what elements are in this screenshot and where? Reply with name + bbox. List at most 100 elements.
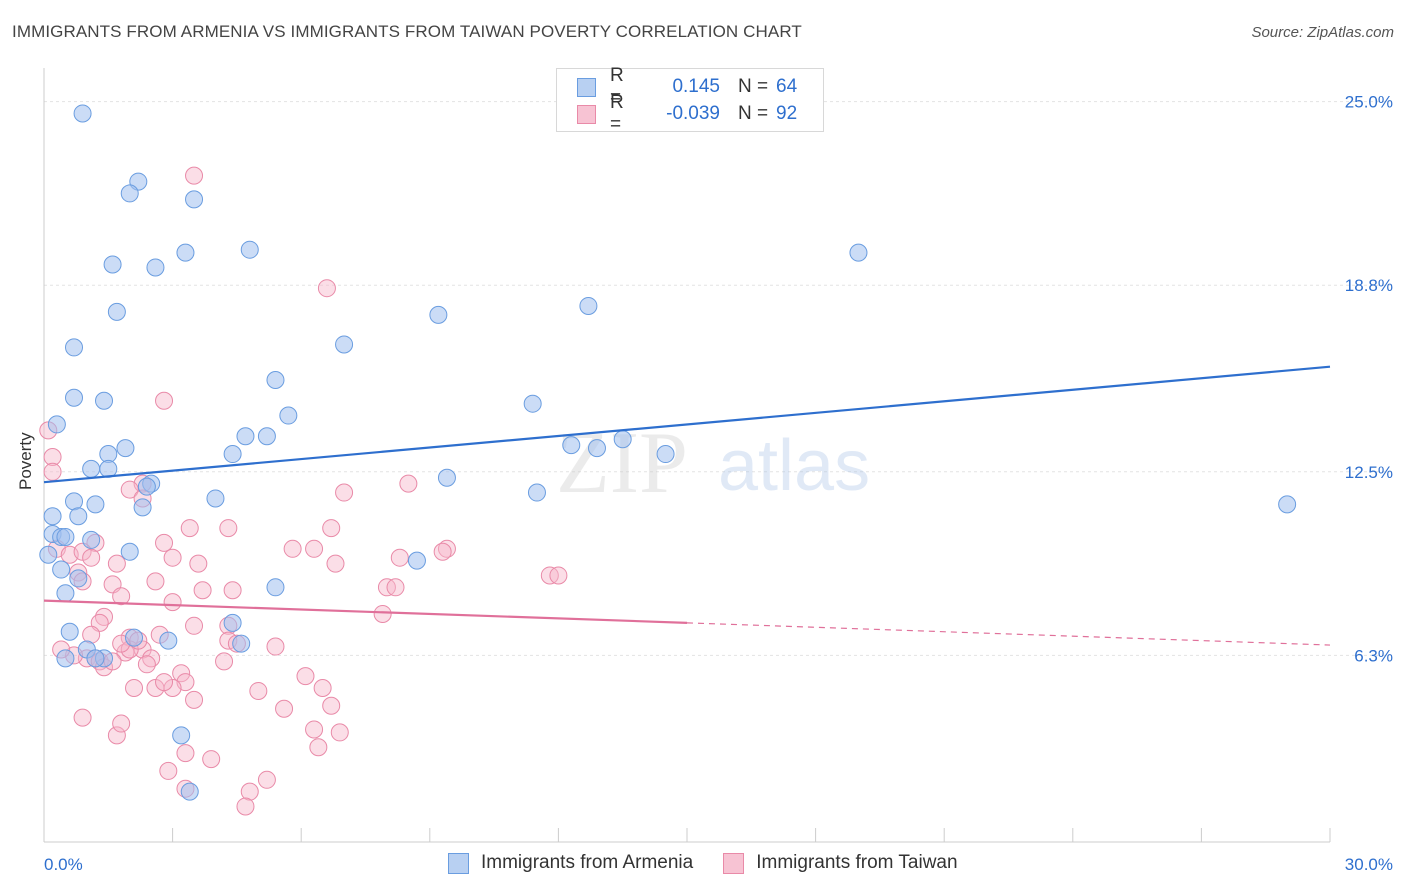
armenia-point <box>52 560 71 579</box>
armenia-point <box>527 483 546 502</box>
legend-r-value: 0.145 <box>672 76 720 97</box>
armenia-point <box>56 649 75 668</box>
armenia-point <box>159 631 178 650</box>
taiwan-point <box>313 679 332 697</box>
armenia-point <box>437 468 456 487</box>
legend-r-value: -0.039 <box>666 103 720 124</box>
armenia-point <box>65 388 84 407</box>
armenia-point <box>120 184 139 203</box>
armenia-point <box>86 649 105 668</box>
taiwan-point <box>257 770 276 789</box>
armenia-point <box>279 406 298 425</box>
source-label: Source: ZipAtlas.com <box>1251 24 1394 41</box>
armenia-point <box>172 726 191 745</box>
armenia-point <box>146 258 165 277</box>
taiwan-point <box>399 474 418 493</box>
armenia-point <box>107 302 126 321</box>
taiwan-point <box>112 714 131 733</box>
taiwan-point <box>549 566 568 585</box>
taiwan-point <box>120 480 139 499</box>
taiwan-point <box>82 625 101 644</box>
taiwan-point <box>326 554 345 573</box>
taiwan-point <box>185 690 204 709</box>
legend-n-label: N = <box>738 76 769 97</box>
taiwan-point <box>296 667 315 686</box>
armenia-point <box>125 628 144 647</box>
armenia-point <box>579 296 598 315</box>
taiwan-point <box>305 539 324 558</box>
gridlines <box>44 101 1394 656</box>
armenia-point <box>613 430 632 449</box>
taiwan-point <box>125 679 144 697</box>
armenia-point <box>562 436 581 455</box>
armenia-point <box>65 338 84 357</box>
armenia-point <box>103 255 122 274</box>
taiwan-point <box>305 720 324 739</box>
y-tick-label: 25.0% <box>1345 93 1393 112</box>
taiwan-point <box>335 483 354 502</box>
armenia-point <box>137 477 156 496</box>
taiwan-point <box>163 548 182 567</box>
armenia-point <box>266 578 285 597</box>
armenia-point <box>56 584 75 603</box>
armenia-point <box>257 427 276 446</box>
taiwan-point <box>163 593 182 612</box>
taiwan-point <box>193 581 212 600</box>
tick-labels: 6.3% 12.5% 18.8% 25.0% 0.0% 30.0% <box>44 93 1393 874</box>
armenia-point <box>335 335 354 354</box>
x-tick-label-min: 0.0% <box>44 855 83 874</box>
taiwan-point <box>176 744 195 763</box>
taiwan-point <box>155 673 174 692</box>
series-legend: Immigrants from Armenia Immigrants from … <box>448 852 988 874</box>
armenia-point <box>236 427 255 446</box>
taiwan-point <box>172 664 191 683</box>
armenia-point <box>523 394 542 413</box>
taiwan-point <box>202 750 221 769</box>
armenia-point <box>266 371 285 389</box>
armenia-point <box>849 243 868 262</box>
y-tick-label: 12.5% <box>1345 463 1393 482</box>
taiwan-point <box>275 699 294 718</box>
armenia-point <box>120 542 139 561</box>
taiwan-point <box>43 448 62 466</box>
legend-n-value: 64 <box>776 76 798 97</box>
legend-n-value: 92 <box>776 103 798 124</box>
armenia-point <box>86 495 105 514</box>
taiwan-point <box>107 554 126 573</box>
correlation-legend: R = 0.145 N = 64 R = -0.039 N = 92 <box>556 65 824 135</box>
taiwan-point <box>283 539 302 558</box>
taiwan-point <box>330 723 349 742</box>
trend-lines <box>43 365 1331 646</box>
series-swatch-taiwan <box>723 852 745 874</box>
taiwan-point <box>189 554 208 573</box>
taiwan-point <box>43 462 62 481</box>
armenia-point <box>82 530 101 549</box>
taiwan-point <box>386 578 405 597</box>
y-tick-label: 18.8% <box>1345 276 1393 295</box>
taiwan-point <box>155 533 174 552</box>
armenia-point <box>65 492 84 511</box>
taiwan-point <box>390 548 409 567</box>
armenia-point <box>56 527 75 546</box>
taiwan-point <box>236 797 255 816</box>
taiwan-point <box>180 519 199 538</box>
legend-n-label: N = <box>738 103 769 124</box>
series-legend-taiwan[interactable]: Immigrants from Taiwan <box>723 852 958 874</box>
armenia-point <box>587 439 606 458</box>
taiwan-point <box>249 681 268 700</box>
armenia-point <box>1278 495 1297 514</box>
armenia-point <box>656 445 675 464</box>
taiwan-point <box>82 548 101 567</box>
taiwan-point <box>107 726 126 745</box>
armenia-point <box>43 507 62 526</box>
taiwan-point <box>322 696 341 715</box>
taiwan-point <box>433 542 452 561</box>
taiwan-point <box>219 519 238 538</box>
y-axis-label: Poverty <box>16 432 35 490</box>
watermark: ZIP atlas <box>556 415 870 512</box>
armenia-point <box>185 190 204 209</box>
series-legend-armenia[interactable]: Immigrants from Armenia <box>448 852 693 874</box>
legend-row-taiwan: R = -0.039 N = 92 <box>577 92 798 135</box>
armenia-point <box>223 613 242 632</box>
